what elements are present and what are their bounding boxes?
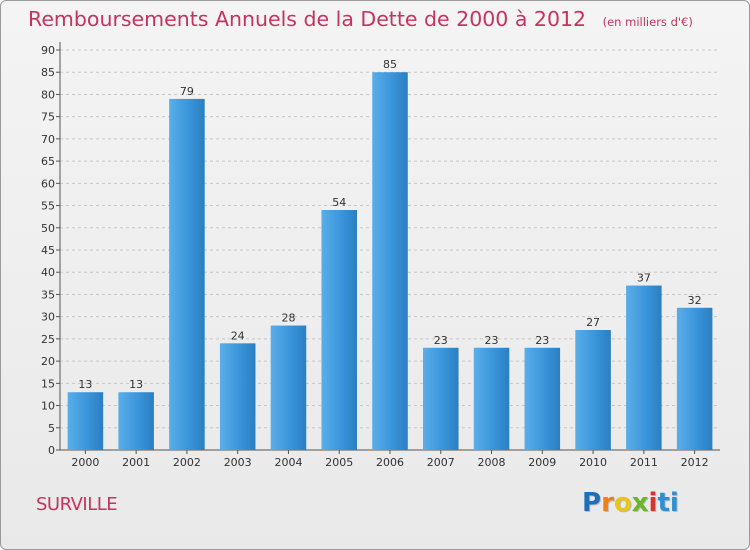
x-tick-label: 2011 [630, 456, 658, 469]
y-tick-label: 50 [41, 222, 55, 235]
data-label: 37 [637, 272, 651, 285]
logo-letter: x [631, 488, 649, 518]
y-tick-label: 65 [41, 155, 55, 168]
bar [321, 210, 357, 450]
bar [423, 347, 459, 450]
proxiti-logo: Proxiti [582, 488, 679, 518]
y-tick-label: 40 [41, 266, 55, 279]
y-tick-label: 80 [41, 88, 55, 101]
bar [372, 72, 408, 450]
logo-letter: P [582, 488, 602, 518]
x-tick-label: 2008 [478, 456, 506, 469]
x-tick-label: 2004 [274, 456, 302, 469]
bar [626, 285, 662, 450]
x-tick-label: 2003 [224, 456, 252, 469]
y-tick-label: 0 [48, 444, 55, 457]
y-tick-label: 45 [41, 244, 55, 257]
bar [524, 347, 561, 450]
y-tick-label: 30 [41, 311, 55, 324]
y-tick-label: 5 [48, 422, 55, 435]
y-tick-label: 20 [41, 355, 55, 368]
commune-name: SURVILLE [36, 494, 118, 515]
y-tick-label: 55 [41, 200, 55, 213]
y-tick-label: 10 [41, 400, 55, 413]
data-label: 28 [281, 312, 295, 325]
x-tick-label: 2007 [427, 456, 455, 469]
axes: 0 5 10 15 20 25 30 35 40 45 50 55 60 65 70 75 80 85 90 2000… [41, 42, 720, 469]
y-tick-label: 15 [41, 377, 55, 390]
data-label: 27 [586, 316, 600, 329]
bars [67, 72, 713, 450]
bar [575, 330, 611, 450]
logo-letter: r [601, 488, 614, 518]
data-label: 23 [434, 334, 448, 347]
y-tick-label: 35 [41, 288, 55, 301]
data-label: 23 [535, 334, 549, 347]
data-label: 54 [332, 196, 346, 209]
data-label: 32 [688, 294, 702, 307]
y-tick-label: 60 [41, 177, 55, 190]
x-tick-label: 2005 [325, 456, 353, 469]
x-tick-label: 2010 [579, 456, 607, 469]
y-tick-label: 90 [41, 44, 55, 57]
data-label: 24 [231, 329, 245, 342]
bar [473, 347, 510, 450]
chart-title-text: Remboursements Annuels de la Dette de 20… [28, 7, 587, 31]
x-tick-label: 2009 [528, 456, 556, 469]
x-tick-label: 2012 [681, 456, 709, 469]
bar [169, 98, 205, 450]
chart-subtitle: (en milliers d'€) [602, 15, 693, 29]
data-label: 13 [129, 378, 143, 391]
bar [118, 392, 154, 450]
data-label: 13 [78, 378, 92, 391]
x-tick-label: 2001 [122, 456, 150, 469]
bar [219, 343, 256, 450]
data-labels: 13 13 79 24 28 54 85 23 23 23 27 37 32 [78, 58, 701, 391]
x-tick-label: 2002 [173, 456, 201, 469]
y-tick-label: 70 [41, 133, 55, 146]
y-tick-label: 85 [41, 66, 55, 79]
chart-title: Remboursements Annuels de la Dette de 20… [28, 7, 693, 31]
x-tick-label: 2000 [71, 456, 99, 469]
data-label: 23 [485, 334, 499, 347]
bar [676, 307, 713, 450]
y-tick-label: 75 [41, 111, 55, 124]
x-tick-label: 2006 [376, 456, 404, 469]
logo-letter: i [648, 488, 658, 518]
bar [67, 392, 104, 450]
logo-letter: o [613, 488, 632, 518]
data-label: 85 [383, 58, 397, 71]
data-label: 79 [180, 85, 194, 98]
y-tick-label: 25 [41, 333, 55, 346]
logo-letter: ti [657, 488, 679, 518]
bar [270, 325, 307, 450]
